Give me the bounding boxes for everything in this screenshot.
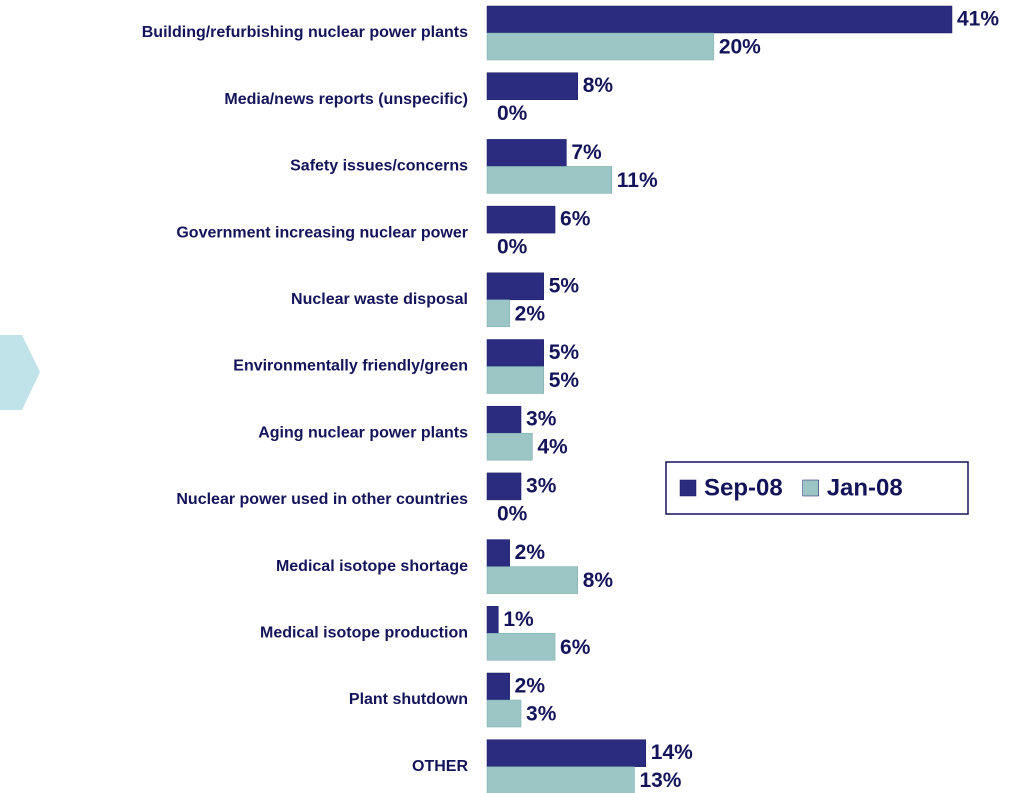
value-label: 41% — [957, 8, 999, 31]
category-label: Building/refurbishing nuclear power plan… — [142, 24, 468, 41]
value-label: 3% — [526, 408, 557, 431]
value-label: 3% — [526, 703, 557, 726]
bar — [486, 432, 533, 461]
bar — [486, 72, 578, 100]
category-label: Environmentally friendly/green — [233, 358, 468, 375]
legend-label: Sep-08 — [704, 474, 783, 501]
bar — [486, 366, 544, 394]
value-label: 4% — [537, 436, 568, 459]
category-label: Media/news reports (unspecific) — [224, 91, 468, 108]
bar — [486, 566, 578, 594]
category-label: Aging nuclear power plants — [258, 424, 468, 441]
value-label: 3% — [526, 474, 557, 497]
bar — [486, 672, 510, 701]
category-label: Government increasing nuclear power — [176, 224, 468, 241]
legend-label: Jan-08 — [827, 474, 903, 501]
bar — [486, 5, 953, 34]
value-label: 8% — [583, 74, 614, 97]
value-label: 20% — [719, 36, 761, 59]
value-label: 11% — [617, 169, 658, 192]
category-label: Medical isotope production — [260, 625, 468, 642]
category-label: OTHER — [412, 758, 468, 775]
legend-swatch — [802, 479, 819, 497]
bar — [486, 472, 522, 501]
value-label: 6% — [560, 636, 591, 659]
category-label: Nuclear power used in other countries — [176, 491, 468, 508]
value-label: 0% — [497, 236, 528, 259]
bar — [486, 299, 510, 328]
bar — [486, 339, 544, 367]
bar — [486, 205, 556, 234]
value-label: 5% — [549, 341, 580, 364]
category-label: Safety issues/concerns — [290, 158, 468, 175]
value-label: 5% — [549, 369, 580, 392]
bar — [486, 699, 522, 728]
bar — [486, 606, 499, 634]
bar — [486, 32, 715, 61]
value-label: 6% — [560, 208, 591, 231]
category-label: Medical isotope shortage — [276, 558, 468, 575]
bar — [486, 739, 647, 767]
bar — [486, 166, 613, 194]
bar — [486, 539, 510, 567]
category-label: Nuclear waste disposal — [291, 291, 468, 308]
value-label: 14% — [651, 741, 693, 764]
bar — [486, 405, 522, 434]
value-label: 0% — [497, 502, 528, 525]
bar — [486, 272, 544, 301]
value-label: 1% — [503, 608, 534, 631]
category-label: Plant shutdown — [349, 691, 468, 708]
value-label: 0% — [497, 102, 528, 125]
value-label: 2% — [515, 675, 546, 698]
value-label: 13% — [639, 769, 681, 792]
value-label: 8% — [583, 569, 614, 592]
value-label: 2% — [515, 302, 546, 325]
decoration — [0, 335, 40, 410]
bar — [486, 766, 635, 793]
value-label: 5% — [549, 274, 580, 297]
value-label: 7% — [571, 141, 602, 164]
value-label: 2% — [515, 541, 546, 564]
bar — [486, 139, 567, 167]
legend-swatch — [679, 479, 697, 497]
bar — [486, 633, 556, 661]
